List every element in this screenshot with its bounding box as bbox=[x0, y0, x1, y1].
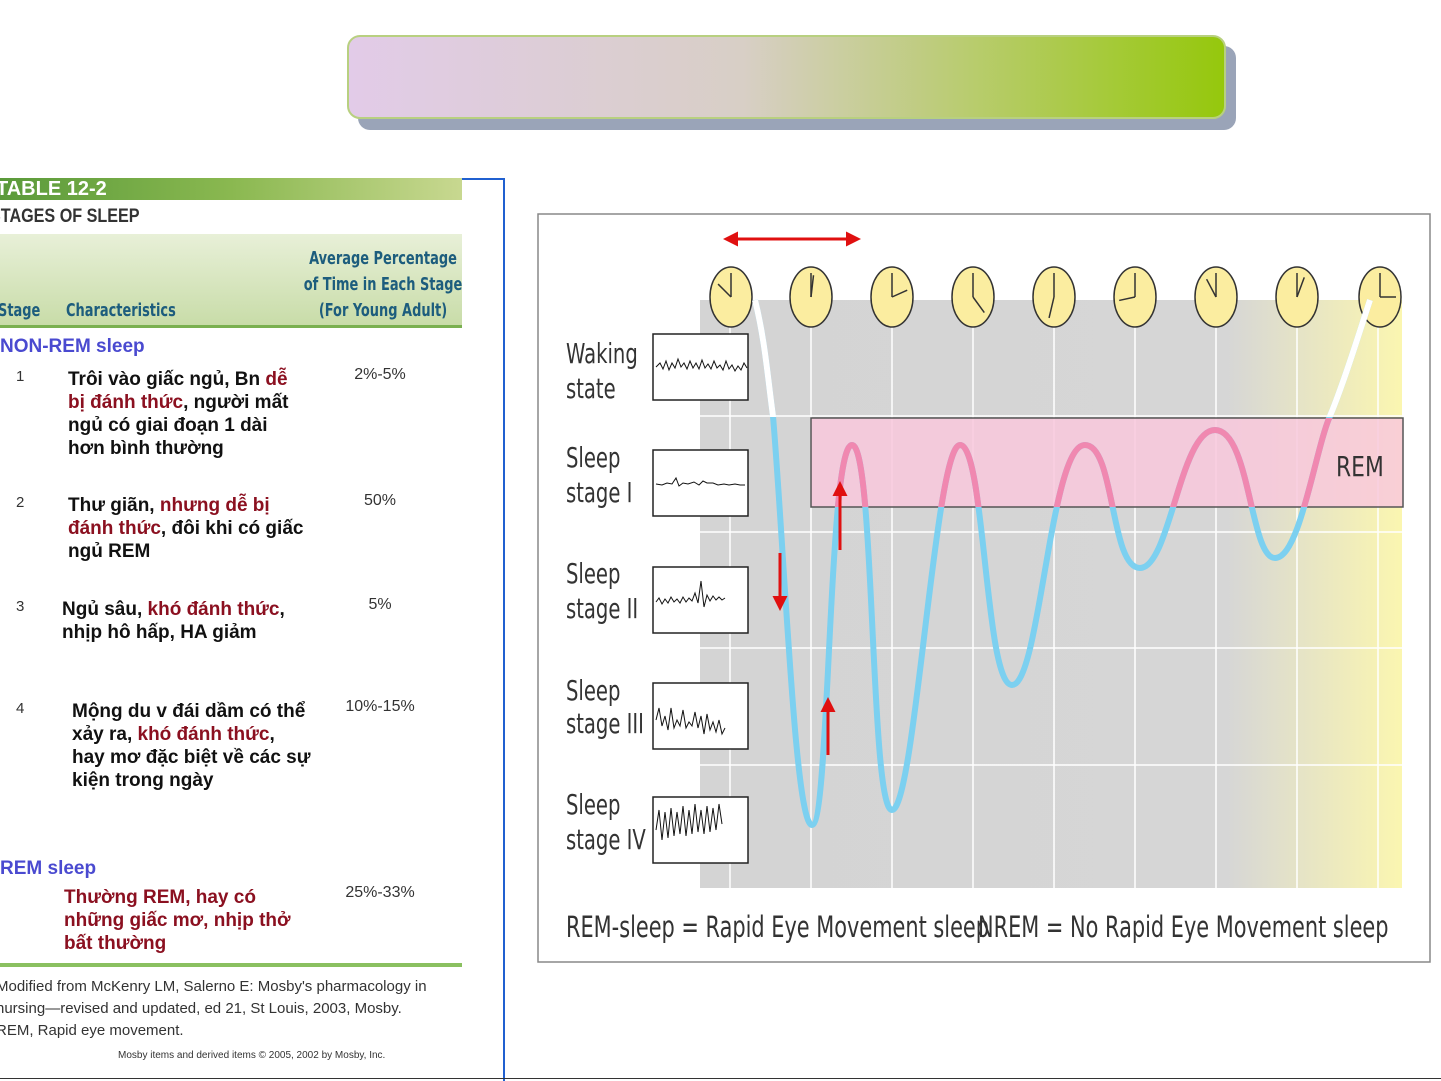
stage-label-line: Sleep bbox=[566, 558, 620, 590]
header-stage: Stage bbox=[0, 300, 41, 321]
text-part: , đôi khi có giấc ngủ REM bbox=[68, 518, 304, 562]
footnotes: Modified from McKenry LM, Salerno E: Mos… bbox=[0, 976, 462, 1042]
table-image: TABLE 12-2 STAGES OF SLEEP Stage Characte… bbox=[0, 178, 462, 1078]
stage-number: 3 bbox=[16, 598, 25, 615]
stage-label: Sleep stage I bbox=[566, 442, 632, 509]
text-part: , người mất ngủ có giai đoạn 1 dài hơn b… bbox=[68, 392, 289, 459]
header-characteristics: Characteristics bbox=[66, 300, 176, 321]
text-part: Trôi vào giấc ngủ, Bn bbox=[68, 369, 266, 390]
clock-hand bbox=[891, 289, 908, 298]
panel-border bbox=[503, 178, 505, 1081]
clock-hand bbox=[1048, 296, 1055, 319]
percentage: 5% bbox=[368, 596, 392, 613]
plot-area bbox=[700, 300, 1402, 888]
table-label: TABLE 12-2 bbox=[0, 178, 107, 200]
percentage: 25%-33% bbox=[345, 884, 415, 901]
stage-label-line: Waking bbox=[566, 338, 638, 370]
clocks bbox=[709, 266, 1402, 328]
header-bg bbox=[0, 234, 462, 326]
text-part: Thư giãn, bbox=[68, 495, 160, 516]
header-rule bbox=[0, 325, 462, 328]
stage-label-line: stage I bbox=[566, 477, 632, 509]
stage-label: Waking state bbox=[566, 338, 638, 405]
stage-number: 2 bbox=[16, 494, 25, 511]
text-part: , hay mơ đặc biệt về các sự kiện trong n… bbox=[72, 724, 311, 791]
text-part: Mộng du v đái dầm có thể xảy ra, bbox=[72, 701, 306, 745]
section-name: NON-REM sleep bbox=[0, 336, 145, 357]
text-part: Thường REM, hay có những giấc mơ, nhịp t… bbox=[64, 887, 291, 954]
grid bbox=[700, 300, 1402, 888]
legend-rem: REM-sleep = Rapid Eye Movement sleep bbox=[566, 911, 989, 944]
text-part: khó đánh thức bbox=[147, 599, 280, 620]
stage-label-line: stage IV bbox=[566, 824, 646, 856]
banner bbox=[347, 35, 1236, 130]
bottom-line bbox=[0, 1078, 1441, 1079]
clock-hand bbox=[717, 283, 732, 298]
footnote: Modified from McKenry LM, Salerno E: Mos… bbox=[0, 978, 427, 1017]
eeg-traces bbox=[655, 357, 748, 841]
characteristics: Mộng du v đái dầm có thể xảy ra, khó đán… bbox=[72, 700, 312, 792]
clock-hand bbox=[810, 275, 815, 298]
characteristics: Ngủ sâu, khó đánh thức, nhịp hô hấp, HA … bbox=[62, 598, 302, 644]
clock-hand bbox=[1296, 277, 1305, 298]
characteristics: Trôi vào giấc ngủ, Bn dễ bị đánh thức, n… bbox=[68, 368, 308, 460]
stage-label-line: state bbox=[566, 373, 616, 405]
stage-number: 1 bbox=[16, 368, 25, 385]
header-percentage: Average Percentage of Time in Each Stage… bbox=[303, 248, 462, 321]
sleep-curve bbox=[752, 299, 1373, 829]
text-part: dễ bị đánh thức bbox=[68, 369, 288, 413]
clock-hand bbox=[1119, 296, 1136, 302]
rem-curve bbox=[834, 418, 1333, 507]
percentage: 10%-15% bbox=[345, 698, 415, 715]
text-part: nhưng dễ bị đánh thức bbox=[68, 495, 270, 539]
stage-label: Sleep stage IV bbox=[566, 789, 646, 856]
clock-hand bbox=[972, 296, 985, 313]
stage-label-line: Sleep bbox=[566, 675, 620, 707]
stage-label-line: Sleep bbox=[566, 789, 620, 821]
rem-label: REM bbox=[1336, 450, 1384, 482]
characteristics: Thường REM, hay có những giấc mơ, nhịp t… bbox=[64, 886, 304, 955]
table-band bbox=[0, 178, 462, 200]
section-name: REM sleep bbox=[0, 858, 97, 879]
stage-label: Sleep stage III bbox=[566, 675, 644, 740]
legend-nrem: NREM = No Rapid Eye Movement sleep bbox=[978, 911, 1389, 944]
stage-label: Sleep stage II bbox=[566, 558, 638, 625]
text-part: , nhịp hô hấp, HA giảm bbox=[62, 599, 285, 643]
table-bottom-rule bbox=[0, 963, 462, 967]
footnote: REM, Rapid eye movement. bbox=[0, 1022, 184, 1039]
copyright: Mosby items and derived items © 2005, 20… bbox=[118, 1050, 386, 1061]
characteristics: Thư giãn, nhưng dễ bị đánh thức, đôi khi… bbox=[68, 494, 308, 563]
text-part: khó đánh thức bbox=[137, 724, 270, 745]
banner-box bbox=[347, 35, 1226, 119]
percentage: 2%-5% bbox=[354, 366, 406, 383]
text-part: Ngủ sâu, bbox=[62, 599, 148, 620]
panel-border-top bbox=[462, 178, 504, 180]
percentage: 50% bbox=[363, 492, 397, 509]
clock-hand bbox=[1205, 278, 1217, 298]
stage-label-line: stage III bbox=[566, 708, 644, 740]
arrows bbox=[723, 231, 861, 755]
stage-label-line: Sleep bbox=[566, 442, 620, 474]
stage-number: 4 bbox=[16, 700, 25, 717]
table-title: STAGES OF SLEEP bbox=[0, 206, 140, 227]
stage-label-line: stage II bbox=[566, 593, 638, 625]
